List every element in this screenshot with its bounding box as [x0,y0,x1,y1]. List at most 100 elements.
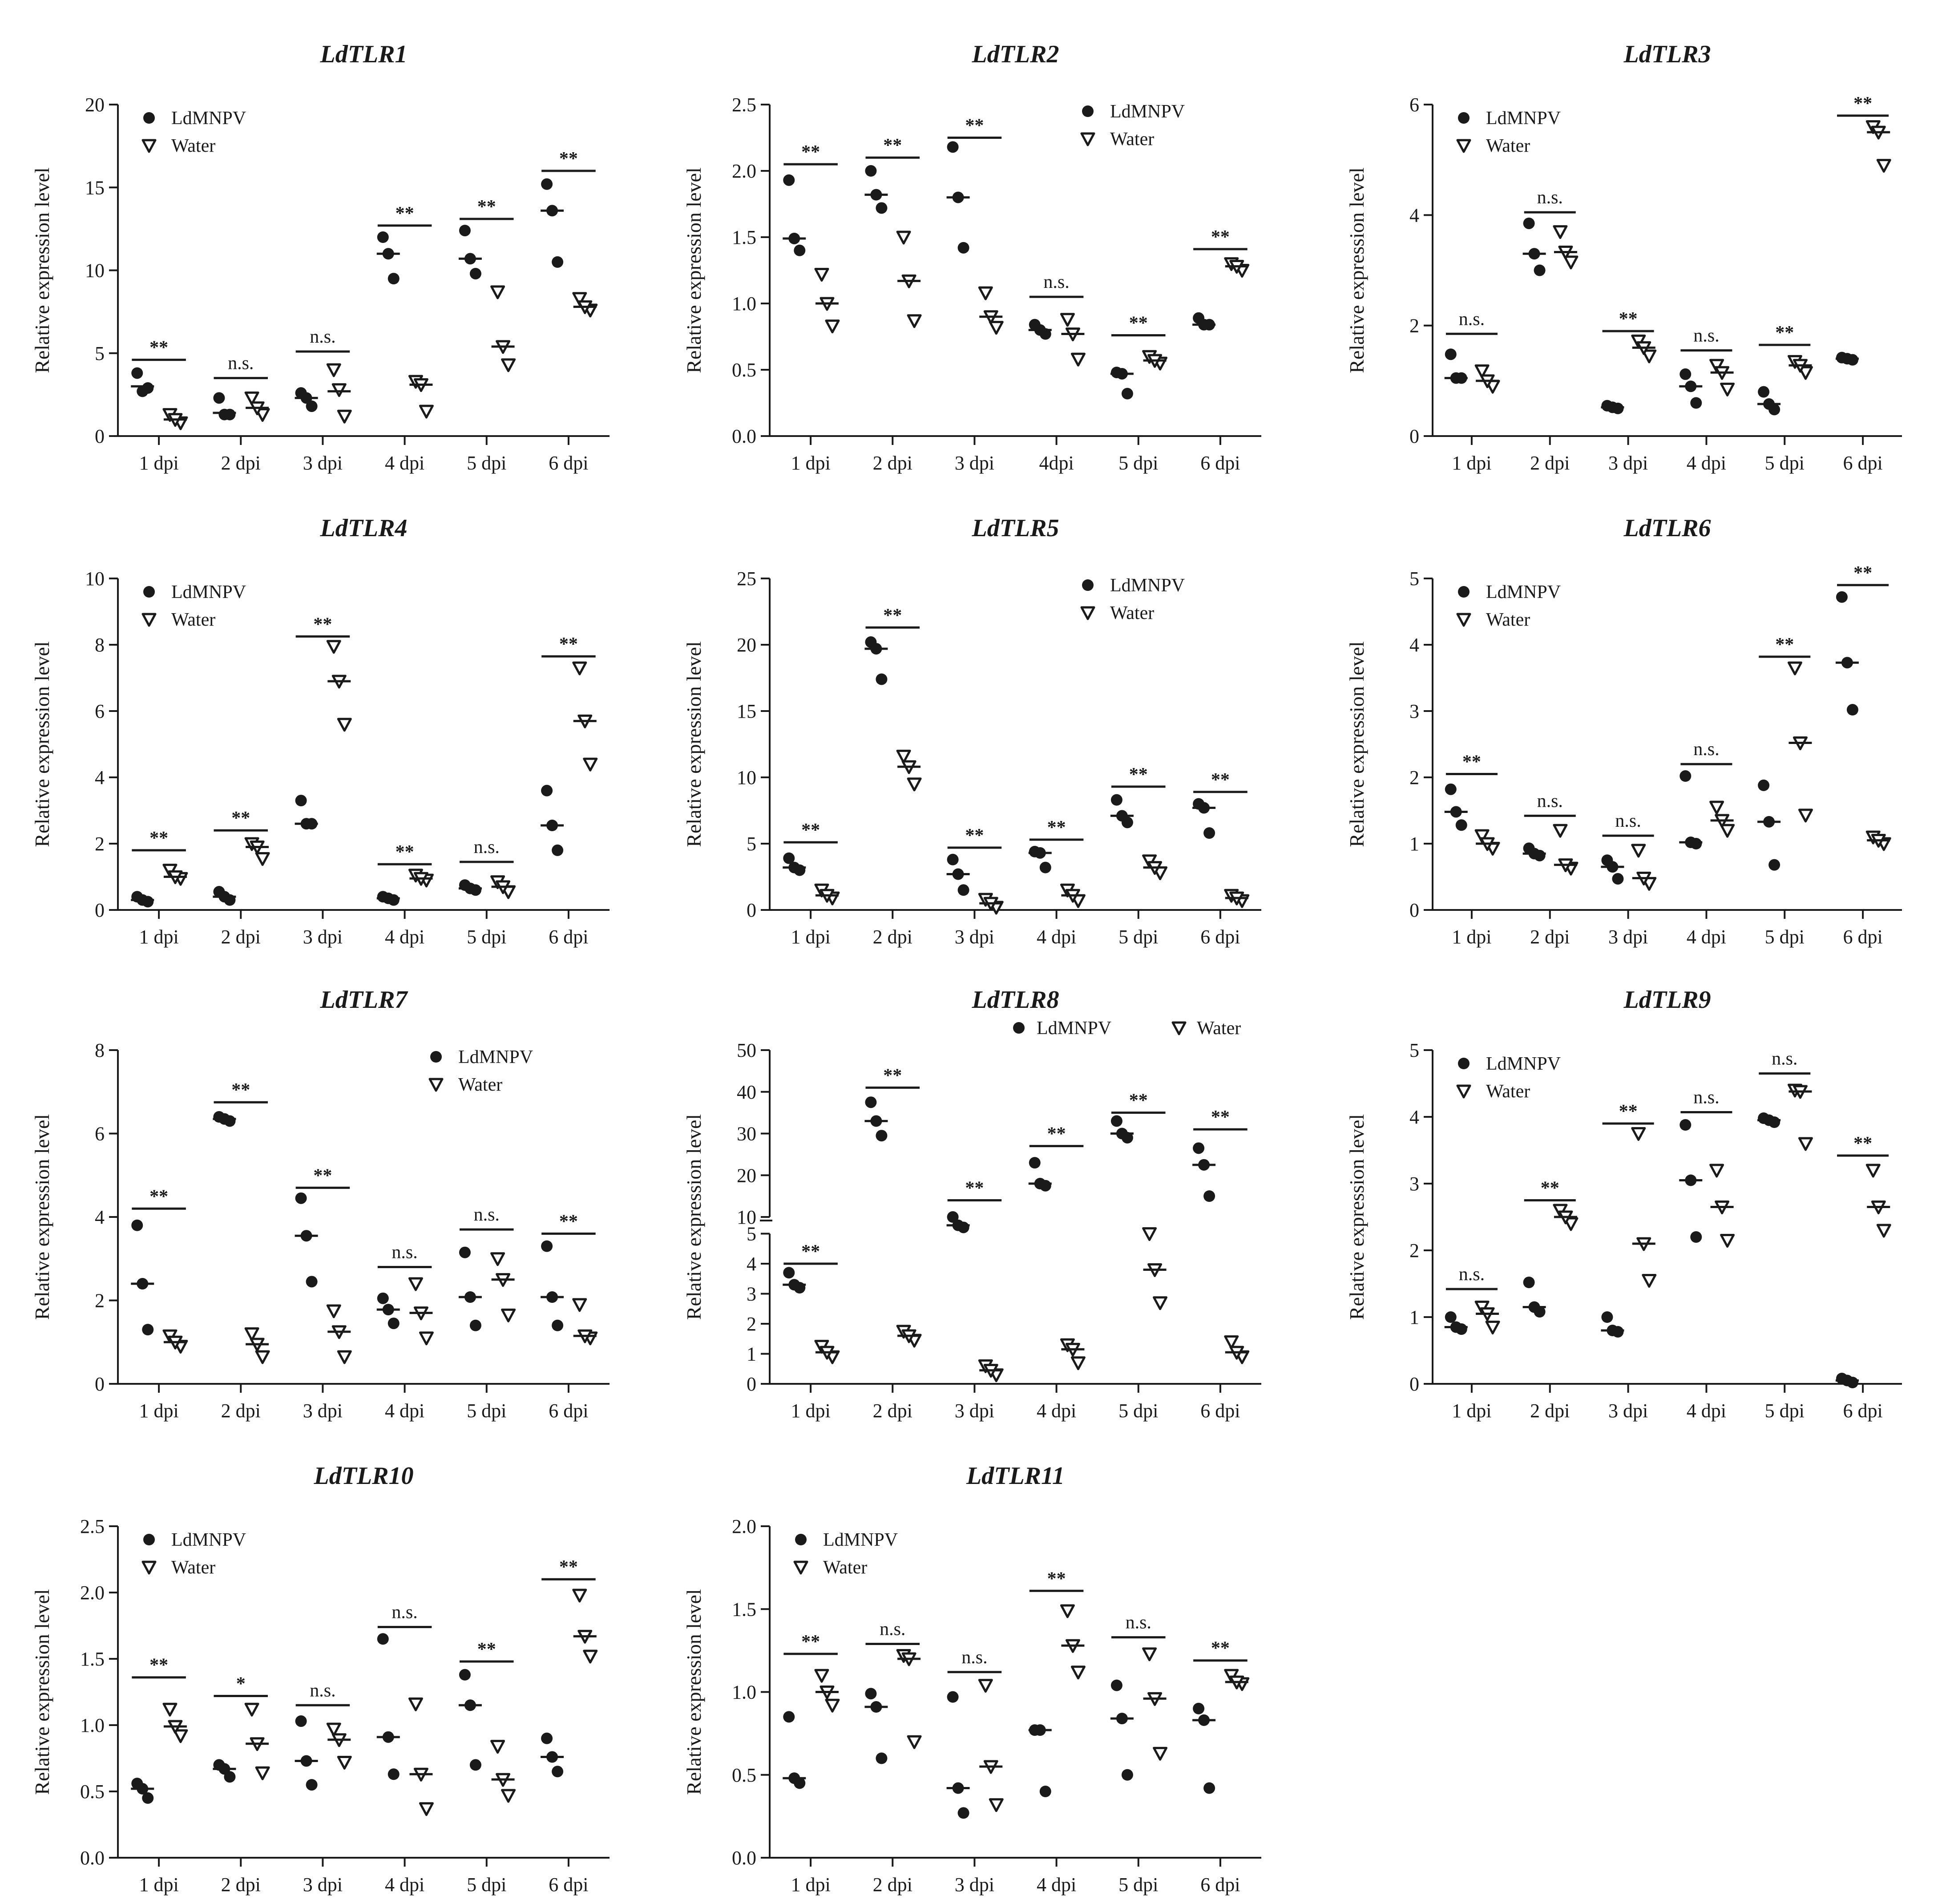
significance-label: n.s. [310,327,335,347]
data-point-ldmnpv [876,202,888,214]
y-tick-label: 3 [1409,1173,1419,1195]
data-point-ldmnpv [1534,264,1546,276]
data-point-ldmnpv [218,408,230,420]
y-tick-label: 0.5 [732,359,756,381]
data-point-water [1720,1234,1735,1248]
x-tick-label: 4 dpi [1037,1400,1076,1422]
data-point-ldmnpv [957,884,969,896]
y-tick-label: 0 [747,1373,756,1395]
x-tick-label: 3 dpi [303,926,343,948]
y-tick-label: 8 [95,634,105,656]
data-point-ldmnpv [876,1130,888,1142]
legend-ldmnpv-label: LdMNPV [1110,575,1185,596]
data-point-ldmnpv [552,1319,564,1331]
data-point-ldmnpv [947,853,959,865]
x-tick-label: 4 dpi [385,926,424,948]
data-point-water [1060,313,1075,327]
significance-label: n.s. [1693,739,1719,760]
data-point-water [408,1697,423,1711]
x-tick-label: 1 dpi [1452,926,1491,948]
data-point-ldmnpv [388,1318,400,1330]
chart-title: LdTLR5 [972,514,1059,542]
y-tick-label: 2.0 [80,1582,105,1604]
data-point-ldmnpv [876,673,888,685]
x-tick-label: 5 dpi [467,1874,506,1896]
x-tick-label: 3 dpi [955,1874,994,1896]
data-point-water [244,1327,259,1341]
data-point-water [255,852,270,866]
legend-water-marker [1080,132,1095,146]
data-point-water [907,777,922,792]
data-point-water [501,358,516,372]
chart-panel-3: LdTLR3 0 2 4 6 Relative expression level 1 dpi… [1345,40,1902,474]
data-point-ldmnpv [1445,1311,1457,1323]
data-point-water [490,285,505,299]
significance-label: ** [1211,770,1230,790]
chart-panel-2: LdTLR2 0.0 0.5 1.0 1.5 2.0 2.5 Relative express… [682,40,1261,474]
data-point-ldmnpv [957,242,969,254]
x-tick-label: 1 dpi [139,452,178,474]
y-tick-label: 0.0 [732,425,756,447]
significance-label: n.s. [392,1242,417,1263]
y-tick-label: 4 [747,1253,756,1275]
legend-ldmnpv-label: LdMNPV [458,1047,533,1067]
data-point-ldmnpv [1445,348,1457,360]
data-point-water [1474,829,1490,843]
data-point-water [1153,1746,1168,1761]
x-tick-label: 5 dpi [467,452,506,474]
legend-ldmnpv-marker [795,1534,807,1545]
x-tick-label: 2 dpi [221,452,261,474]
data-point-ldmnpv [552,1766,564,1778]
data-point-water [255,1350,270,1364]
significance-label: ** [1775,635,1794,655]
legend-water-label: Water [1486,136,1530,156]
data-point-ldmnpv [541,1240,553,1252]
y-tick-label: 1.0 [80,1714,105,1736]
y-tick-label: 2.0 [732,160,756,182]
data-point-ldmnpv [1836,591,1848,603]
significance-label: ** [559,634,578,655]
legend-water-marker [1456,613,1471,627]
data-point-ldmnpv [783,1711,795,1723]
significance-label: ** [313,614,332,635]
data-point-ldmnpv [1455,819,1467,831]
y-axis-label: Relative expression level [682,641,705,847]
significance-label: ** [1619,1101,1638,1122]
y-tick-label: 5 [1409,1039,1419,1061]
data-point-ldmnpv [295,795,307,807]
legend-water-marker [428,1078,444,1092]
y-tick-label: 1.5 [732,226,756,248]
legend-ldmnpv-marker [143,586,155,598]
x-tick-label: 4 dpi [1037,1874,1076,1896]
data-point-water [337,718,352,732]
significance-label: n.s. [474,1205,500,1225]
data-point-ldmnpv [1193,1142,1205,1154]
significance-label: ** [559,1212,578,1232]
chart-panel-5: LdTLR5 0 5 10 15 20 25 Relative expression leve… [682,514,1261,948]
data-point-water [907,1735,922,1749]
data-point-ldmnpv [1193,1702,1205,1714]
legend-ldmnpv-marker [430,1051,442,1063]
y-tick-label: 1 [1409,833,1419,855]
y-tick-label: 1.5 [80,1648,105,1670]
y-tick-label: 10 [737,767,756,788]
y-tick-label: 40 [737,1081,756,1103]
x-tick-label: 6 dpi [1843,452,1882,474]
x-tick-label: 5 dpi [467,926,506,948]
x-tick-label: 6 dpi [1200,1874,1240,1896]
legend-water-label: Water [171,1557,215,1578]
x-tick-label: 3 dpi [1608,926,1648,948]
data-point-ldmnpv [295,1715,307,1727]
legend-ldmnpv-label: LdMNPV [1486,1054,1561,1074]
y-tick-label: 0 [747,899,756,921]
significance-label: ** [1853,563,1872,583]
data-point-ldmnpv [865,165,877,177]
significance-label: n.s. [1693,1087,1719,1108]
y-tick-label: 2 [95,1290,105,1312]
significance-label: ** [801,820,820,841]
data-point-water [244,1702,259,1717]
x-tick-label: 6 dpi [1200,926,1240,948]
significance-label: n.s. [1459,309,1485,329]
data-point-ldmnpv [783,852,795,864]
